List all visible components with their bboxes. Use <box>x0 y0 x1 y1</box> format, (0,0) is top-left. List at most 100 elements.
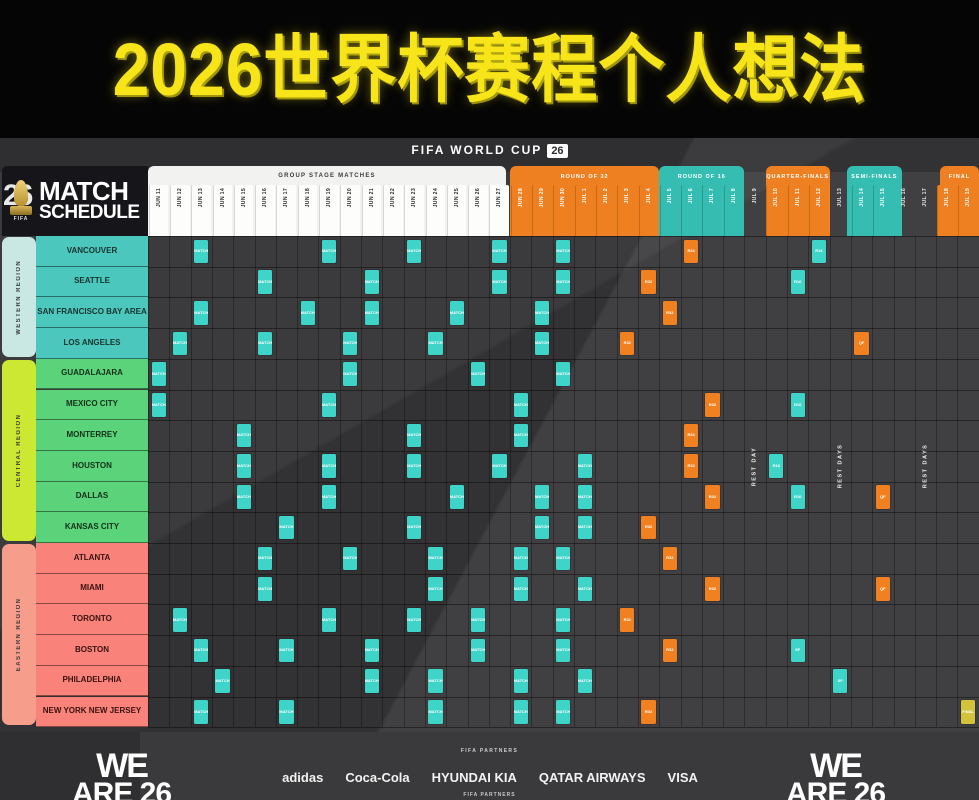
date-column-header[interactable]: JUN 25 <box>446 185 467 236</box>
match-cell[interactable]: MATCH <box>258 577 273 601</box>
match-cell[interactable]: R16 <box>790 393 805 417</box>
match-cell[interactable]: MATCH <box>534 485 550 509</box>
match-cell[interactable]: MATCH <box>321 485 337 509</box>
city-row-label[interactable]: HOUSTON <box>36 450 148 482</box>
date-column-header[interactable]: JUN 30 <box>553 185 573 236</box>
match-cell[interactable]: MATCH <box>172 331 188 356</box>
match-cell[interactable]: MATCH <box>194 638 209 663</box>
match-cell[interactable]: MATCH <box>236 423 251 448</box>
match-cell[interactable]: R32 <box>620 331 635 356</box>
date-column-header[interactable]: JUL 12 <box>808 185 829 236</box>
match-cell[interactable]: MATCH <box>556 607 571 632</box>
date-column-header[interactable]: JUL 11 <box>787 185 808 236</box>
date-column-header[interactable]: JUN 13 <box>191 185 211 236</box>
match-cell[interactable]: MATCH <box>194 239 209 264</box>
date-column-header[interactable]: JUN 17 <box>276 185 297 236</box>
match-cell[interactable]: MATCH <box>321 239 337 264</box>
match-cell[interactable]: MATCH <box>258 270 273 294</box>
city-row-label[interactable]: PHILADELPHIA <box>36 665 148 697</box>
match-cell[interactable]: R32 <box>705 485 720 509</box>
match-cell[interactable]: MATCH <box>449 485 464 509</box>
match-cell[interactable]: MATCH <box>556 700 571 724</box>
match-cell[interactable]: MATCH <box>577 515 592 540</box>
match-cell[interactable]: QF <box>854 331 869 356</box>
match-cell[interactable]: R32 <box>684 423 699 448</box>
match-cell[interactable]: MATCH <box>300 300 315 325</box>
city-row-label[interactable]: ATLANTA <box>36 543 148 574</box>
date-column-header[interactable]: JUL 5 <box>659 185 680 236</box>
match-cell[interactable]: MATCH <box>428 669 443 693</box>
match-cell[interactable]: MATCH <box>151 362 166 386</box>
match-cell[interactable]: MATCH <box>534 515 550 540</box>
match-cell[interactable]: MATCH <box>513 393 528 417</box>
city-row-label[interactable]: VANCOUVER <box>36 236 148 267</box>
city-row-label[interactable]: MONTERREY <box>36 420 148 451</box>
match-cell[interactable]: MATCH <box>172 607 188 632</box>
match-cell[interactable]: QF <box>875 577 890 601</box>
match-cell[interactable]: MATCH <box>364 638 379 663</box>
match-cell[interactable]: R32 <box>705 577 720 601</box>
match-cell[interactable]: R16 <box>790 485 805 509</box>
city-row-label[interactable]: BOSTON <box>36 635 148 666</box>
match-cell[interactable]: MATCH <box>321 454 337 479</box>
city-row-label[interactable]: GUADALAJARA <box>36 358 148 390</box>
date-column-header[interactable]: JUN 11 <box>148 185 169 236</box>
match-cell[interactable]: MATCH <box>471 607 486 632</box>
match-cell[interactable]: MATCH <box>258 546 273 571</box>
match-cell[interactable]: MATCH <box>428 577 443 601</box>
date-column-header[interactable]: JUN 27 <box>489 185 510 236</box>
match-cell[interactable]: MATCH <box>343 362 358 386</box>
match-cell[interactable]: MATCH <box>534 331 550 356</box>
match-cell[interactable]: MATCH <box>577 669 592 693</box>
match-cell[interactable]: R16 <box>790 270 805 294</box>
match-cell[interactable]: MATCH <box>321 607 337 632</box>
date-column-header[interactable]: JUL 18 <box>936 185 957 236</box>
match-cell[interactable]: SF <box>833 669 848 693</box>
match-cell[interactable]: MATCH <box>577 577 592 601</box>
match-cell[interactable]: MATCH <box>534 300 550 325</box>
match-cell[interactable]: MATCH <box>279 700 294 724</box>
date-column-header[interactable]: JUN 20 <box>340 185 360 236</box>
match-cell[interactable]: MATCH <box>492 454 507 479</box>
match-cell[interactable]: MATCH <box>258 331 273 356</box>
match-cell[interactable]: MATCH <box>343 331 358 356</box>
match-cell[interactable]: MATCH <box>492 239 507 264</box>
match-cell[interactable]: MATCH <box>364 300 379 325</box>
match-cell[interactable]: MATCH <box>428 546 443 571</box>
match-cell[interactable]: MATCH <box>556 362 571 386</box>
date-column-header[interactable]: JUN 28 <box>510 185 531 236</box>
date-column-header[interactable]: JUN 26 <box>468 185 488 236</box>
date-column-header[interactable]: JUN 24 <box>425 185 446 236</box>
date-column-header[interactable]: JUL 15 <box>872 185 893 236</box>
city-row-label[interactable]: KANSAS CITY <box>36 512 148 543</box>
city-row-label[interactable]: DALLAS <box>36 481 148 513</box>
match-cell[interactable]: MATCH <box>215 669 230 693</box>
match-cell[interactable]: MATCH <box>236 454 251 479</box>
city-row-label[interactable]: SAN FRANCISCO BAY AREA <box>36 297 148 329</box>
match-cell[interactable]: MATCH <box>428 331 443 356</box>
city-row-label[interactable]: TORONTO <box>36 604 148 636</box>
date-column-header[interactable]: JUN 12 <box>169 185 190 236</box>
match-cell[interactable]: MATCH <box>492 270 507 294</box>
date-column-header[interactable]: JUL 17 <box>915 185 935 236</box>
match-cell[interactable]: R32 <box>705 393 720 417</box>
date-column-header[interactable]: JUN 29 <box>532 185 552 236</box>
match-cell[interactable]: MATCH <box>556 546 571 571</box>
date-column-header[interactable]: JUL 1 <box>574 185 595 236</box>
date-column-header[interactable]: JUL 14 <box>851 185 872 236</box>
match-cell[interactable]: MATCH <box>513 423 528 448</box>
date-column-header[interactable]: JUN 22 <box>382 185 403 236</box>
date-column-header[interactable]: JUN 16 <box>255 185 275 236</box>
match-cell[interactable]: MATCH <box>151 393 166 417</box>
date-column-header[interactable]: JUL 19 <box>958 185 978 236</box>
match-cell[interactable]: SF <box>790 638 805 663</box>
match-cell[interactable]: MATCH <box>194 300 209 325</box>
match-cell[interactable]: MATCH <box>407 239 422 264</box>
date-column-header[interactable]: JUL 10 <box>766 185 786 236</box>
match-cell[interactable]: MATCH <box>556 239 571 264</box>
match-cell[interactable]: R32 <box>641 700 656 724</box>
match-cell[interactable]: MATCH <box>556 270 571 294</box>
date-column-header[interactable]: JUL 16 <box>894 185 914 236</box>
match-cell[interactable]: MATCH <box>407 607 422 632</box>
match-cell[interactable]: R32 <box>684 239 699 264</box>
